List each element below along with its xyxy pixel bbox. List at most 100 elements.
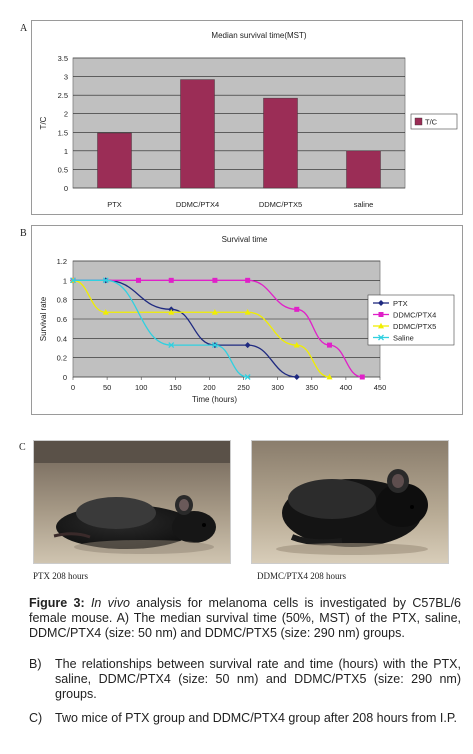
mouse-photo-ptx xyxy=(33,440,231,564)
data-point xyxy=(244,374,251,380)
mouse-ddmc-ptx4-image xyxy=(252,441,448,563)
line-chart: 0 0.2 0.4 0.6 0.8 1 1.2 0 50 100 150 200 250 300 350 40… xyxy=(39,235,455,404)
data-point xyxy=(326,373,333,380)
y-tick-label: 3.5 xyxy=(58,54,68,63)
legend-swatch xyxy=(414,117,423,126)
x-tick-label: 400 xyxy=(340,383,353,392)
caption-item-b: B) The relationships between survival ra… xyxy=(29,657,461,702)
y-tick-label: 0.6 xyxy=(57,315,67,324)
data-point xyxy=(168,309,175,315)
legend: T/C xyxy=(410,113,458,130)
data-point xyxy=(70,277,76,284)
data-point xyxy=(378,322,384,329)
chart-title: Median survival time(MST) xyxy=(211,31,306,40)
data-point xyxy=(212,277,218,283)
data-point xyxy=(294,306,300,312)
panel-b: B 0 0.2 0.4 0.6 0.8 1 1.2 0 50 100 150 200 250 300 350… xyxy=(20,225,463,415)
data-point xyxy=(244,309,251,315)
data-point xyxy=(135,277,141,283)
panel-label-a: A xyxy=(20,23,28,34)
y-tick-label: 0.4 xyxy=(57,334,67,343)
marker-stroke xyxy=(378,334,384,341)
bar-chart: 0 0.5 1 1.5 2 2.5 3 3.5 PTX DDMC/PTX4 DDMC/PTX5 sal… xyxy=(39,31,458,209)
y-tick-label: 1 xyxy=(64,147,68,156)
x-tick-label: 0 xyxy=(71,383,75,392)
photo-caption-ptx: PTX 208 hours xyxy=(33,571,89,581)
bar xyxy=(180,79,215,189)
caption-item-letter: C) xyxy=(29,711,43,725)
marker-stroke xyxy=(168,342,175,349)
data-point xyxy=(244,342,251,349)
x-tick-label: 250 xyxy=(237,383,250,392)
figure-caption: Figure 3: In vivo analysis for melanoma … xyxy=(29,596,461,641)
legend-entry: PTX xyxy=(393,299,408,308)
marker-stroke xyxy=(70,277,76,284)
data-point xyxy=(102,309,109,315)
figure-number: Figure 3: xyxy=(29,596,85,610)
marker-stroke xyxy=(244,374,251,380)
caption-item-c: C) Two mice of PTX group and DDMC/PTX4 g… xyxy=(29,711,461,726)
legend-entry: DDMC/PTX5 xyxy=(393,322,436,331)
y-tick-label: 0.2 xyxy=(57,354,67,363)
panel-label-b: B xyxy=(20,228,27,239)
data-point xyxy=(245,277,251,283)
data-point xyxy=(293,341,300,348)
x-axis-label: Time (hours) xyxy=(192,395,237,404)
bar xyxy=(97,132,132,189)
caption-item-text: The relationships between survival rate … xyxy=(55,657,461,701)
panel-label-c: C xyxy=(19,442,26,453)
y-tick-label: 0.5 xyxy=(58,165,68,174)
x-tick-label: 50 xyxy=(103,383,111,392)
x-tick-label: saline xyxy=(354,200,374,209)
photo-caption-ddmc-ptx4: DDMC/PTX4 208 hours xyxy=(257,571,347,581)
bar xyxy=(263,97,298,189)
mouse-ptx-image xyxy=(34,441,230,563)
legend-entry: T/C xyxy=(425,118,438,127)
series-saline xyxy=(70,277,251,380)
data-point xyxy=(168,342,175,349)
marker-stroke xyxy=(102,277,109,284)
x-tick-label: 300 xyxy=(271,383,284,392)
x-tick-label: DDMC/PTX5 xyxy=(259,200,302,209)
x-tick-label: 100 xyxy=(135,383,148,392)
data-point xyxy=(327,342,333,348)
y-tick-label: 0 xyxy=(64,184,68,193)
y-axis-label: Survival rate xyxy=(39,296,48,341)
data-point xyxy=(168,277,174,283)
y-tick-label: 0.8 xyxy=(57,296,67,305)
legend: PTX DDMC/PTX4 DDMC/PTX5 Saline xyxy=(367,294,455,346)
data-point xyxy=(293,374,300,380)
caption-item-text: Two mice of PTX group and DDMC/PTX4 grou… xyxy=(55,711,458,725)
panel-a: A 0 0.5 1 1.5 2 2.5 3 3.5 PTX DDMC/PTX4 DDMC/PTX5 s… xyxy=(20,20,463,215)
x-tick-label: DDMC/PTX4 xyxy=(176,200,219,209)
series-line xyxy=(73,279,248,378)
x-tick-label: PTX xyxy=(107,200,122,209)
chart-title: Survival time xyxy=(222,235,268,244)
y-tick-label: 2.5 xyxy=(58,91,68,100)
y-tick-label: 0 xyxy=(63,373,67,382)
data-point xyxy=(378,334,384,341)
x-tick-label: 450 xyxy=(374,383,387,392)
caption-text: analysis for melanoma cells is investiga… xyxy=(29,596,462,640)
data-point xyxy=(359,374,365,380)
caption-item-letter: B) xyxy=(29,657,42,671)
legend-box xyxy=(410,113,458,130)
x-tick-label: 150 xyxy=(169,383,182,392)
legend-entry: Saline xyxy=(393,334,414,343)
y-tick-label: 2 xyxy=(64,110,68,119)
data-point xyxy=(211,309,218,315)
data-point xyxy=(378,300,384,306)
x-tick-label: 350 xyxy=(306,383,319,392)
bar xyxy=(346,150,381,189)
y-tick-label: 3 xyxy=(64,73,68,82)
data-point xyxy=(102,277,109,284)
y-axis-label: T/C xyxy=(39,116,48,129)
y-tick-label: 1.5 xyxy=(58,128,68,137)
mouse-photo-ddmc-ptx4 xyxy=(251,440,449,564)
y-tick-label: 1.2 xyxy=(57,257,67,266)
x-tick-label: 200 xyxy=(203,383,216,392)
legend-entry: DDMC/PTX4 xyxy=(393,311,436,320)
caption-italic: In vivo xyxy=(90,596,130,610)
y-tick-label: 1 xyxy=(63,276,67,285)
data-point xyxy=(378,312,384,317)
